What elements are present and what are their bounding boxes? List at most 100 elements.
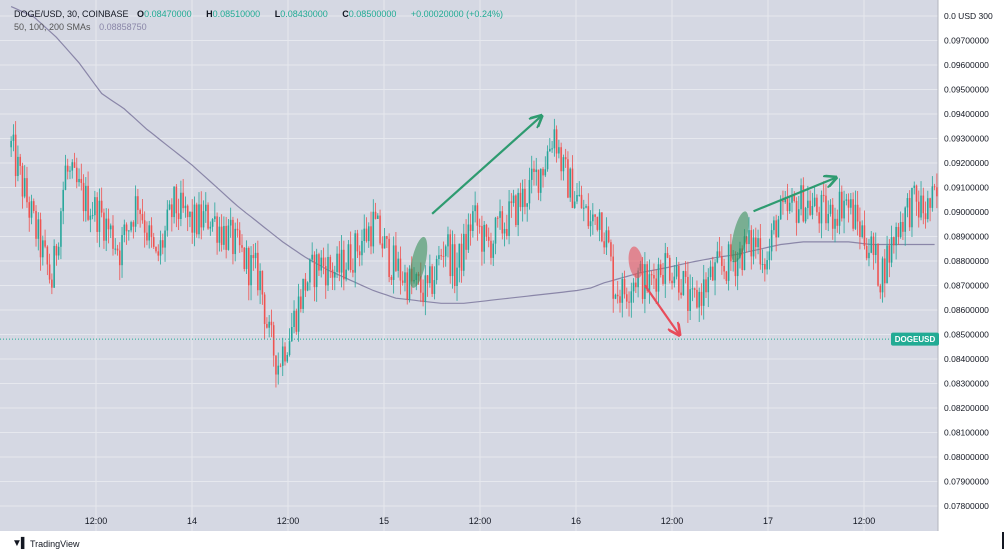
candle-down <box>207 204 209 229</box>
time-tick-label: 12:00 <box>85 516 108 526</box>
candle-down <box>625 294 628 302</box>
sma-label[interactable]: 50, 100, 200 SMAs <box>14 22 91 32</box>
tradingview-branding[interactable]: ▼▌ TradingView <box>12 538 80 549</box>
candle-down <box>666 253 669 258</box>
candle-down <box>612 256 614 299</box>
candle-up <box>499 211 501 218</box>
candle-down <box>96 197 98 232</box>
candle-down <box>177 213 180 219</box>
candle-up <box>736 258 739 277</box>
candle-up <box>492 243 495 258</box>
candle-up <box>204 204 207 212</box>
candle-up <box>779 200 782 220</box>
candle-up <box>813 197 816 207</box>
symbol-title[interactable]: DOGE/USD, 30, COINBASE <box>14 9 129 19</box>
candle-up <box>69 170 71 172</box>
sma-line <box>10 6 935 304</box>
candle-down <box>388 238 390 277</box>
candle-up <box>535 169 538 172</box>
candle-down <box>730 244 732 262</box>
candle-up <box>644 264 646 300</box>
candles <box>10 118 938 388</box>
time-axis-background <box>0 531 1006 549</box>
time-axis[interactable]: 12:00 14 12:00 15 12:00 16 12:00 17 12:00 <box>85 516 876 526</box>
candle-up <box>259 270 261 291</box>
candle-down <box>406 272 409 300</box>
candle-up <box>354 233 356 273</box>
candle-down <box>831 204 834 229</box>
candle-down <box>279 365 282 367</box>
price-tick-label: 0.09000000 <box>944 207 989 217</box>
high-readout: H0.08510000 <box>206 9 266 19</box>
candle-down <box>75 167 78 183</box>
candle-down <box>587 206 590 227</box>
candle-up <box>691 288 694 290</box>
candle-down <box>426 275 429 284</box>
candle-up <box>820 194 823 224</box>
candle-up <box>123 224 126 235</box>
candle-up <box>245 247 248 269</box>
candle-down <box>132 222 135 227</box>
annotations <box>409 117 835 334</box>
candle-up <box>189 211 191 218</box>
candle-down <box>650 274 653 276</box>
candle-up <box>211 219 214 227</box>
time-tick-label: 12:00 <box>469 516 492 526</box>
sma-layer <box>10 6 935 304</box>
candle-down <box>220 226 223 245</box>
candle-down <box>700 291 703 306</box>
candle-up <box>539 168 542 193</box>
candle-down <box>139 209 141 215</box>
candle-up <box>438 255 440 259</box>
price-tick-label: 0.09100000 <box>944 183 989 193</box>
green-ellipse-marker <box>731 211 749 263</box>
candle-down <box>35 210 37 239</box>
candle-up <box>334 271 336 278</box>
candle-down <box>745 236 748 245</box>
candle-up <box>447 234 449 247</box>
candle-up <box>526 203 528 207</box>
candle-down <box>635 282 637 288</box>
candle-down <box>422 292 424 303</box>
candle-down <box>877 243 879 286</box>
candle-up <box>193 204 196 233</box>
candle-up <box>71 162 74 171</box>
candle-up <box>578 194 581 196</box>
candle-down <box>616 294 619 297</box>
candle-down <box>243 247 246 269</box>
candle-up <box>913 185 916 188</box>
time-tick-label: 12:00 <box>853 516 876 526</box>
candle-down <box>659 264 662 275</box>
candle-up <box>827 213 830 224</box>
candle-down <box>386 236 388 239</box>
candle-up <box>327 256 329 286</box>
candle-up <box>64 165 67 190</box>
close-value: 0.08500000 <box>348 9 397 19</box>
candle-down <box>936 187 938 197</box>
candle-down <box>510 201 513 204</box>
candle-up <box>592 214 594 222</box>
candle-down <box>200 204 203 228</box>
low-value: 0.08430000 <box>280 9 328 19</box>
plot-background <box>0 0 938 531</box>
candle-up <box>582 207 585 209</box>
candle-up <box>250 255 252 286</box>
candle-down <box>284 346 286 362</box>
price-tick-label: 0.0 USD 300 <box>944 11 993 21</box>
candle-down <box>668 257 671 281</box>
price-tick-label: 0.08800000 <box>944 256 989 266</box>
price-tick-label: 0.09700000 <box>944 36 989 46</box>
candle-down <box>822 194 825 196</box>
candle-up <box>546 151 549 170</box>
candle-up <box>829 204 832 214</box>
candle-down <box>275 355 277 375</box>
candle-down <box>662 274 664 284</box>
candle-up <box>85 185 87 212</box>
price-axis[interactable]: 0.0 USD 300 0.09700000 0.09600000 0.0950000… <box>944 11 993 511</box>
candle-down <box>46 246 49 265</box>
candle-down <box>19 156 21 166</box>
candle-down <box>759 238 762 265</box>
candle-down <box>809 200 811 215</box>
